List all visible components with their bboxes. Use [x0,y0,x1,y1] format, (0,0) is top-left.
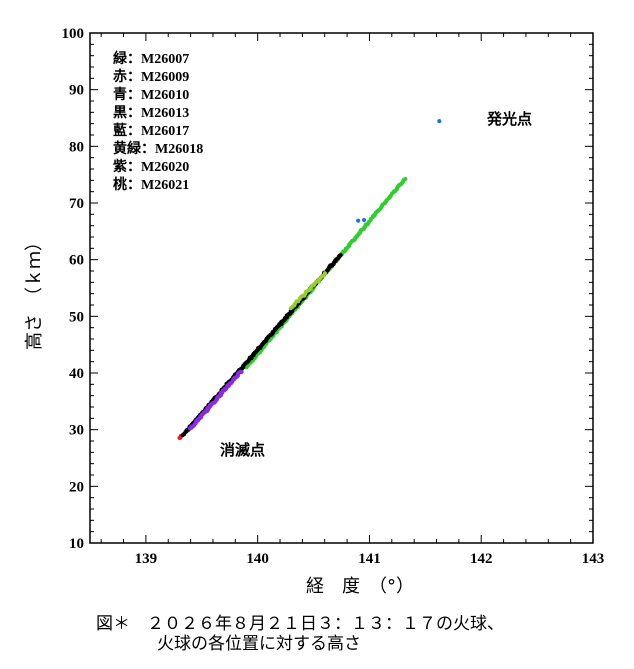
annotation-luminous-point: 発光点 [486,110,532,128]
x-tick-label: 142 [470,551,493,567]
y-tick-label: 10 [69,536,84,552]
data-point [356,218,361,223]
data-point [437,119,442,124]
y-tick-label: 30 [69,423,84,439]
caption-line-1: 図＊ ２０２６年８月２１日３：１３：１７の火球、 [96,614,504,634]
y-axis-title: 高さ （ｋｍ） [24,233,45,350]
y-tick-label: 50 [69,309,84,325]
y-tick-label: 90 [69,83,84,99]
axis-ticks [90,32,594,544]
plot-area-frame [89,32,594,544]
y-tick-label: 70 [69,196,84,212]
legend: 緑：M26007 赤：M26009 青：M26010 黒：M26013 藍：M2… [113,50,203,193]
legend-entry: 黄緑：M26018 [113,140,203,157]
x-axis-title: 経 度 （°） [306,576,414,597]
x-tick-label: 139 [135,551,158,567]
data-point [322,271,328,276]
annotation-extinction-point: 消滅点 [220,441,265,459]
legend-entry: 青：M26010 [113,86,189,103]
data-point [403,176,408,182]
y-tick-label: 60 [69,253,84,269]
x-tick-label: 143 [582,551,605,567]
tick-labels: 10 20 30 40 50 60 70 80 90 100 139 140 141 142 143 [62,26,605,567]
data-point [239,369,244,374]
legend-entry: 桃：M26021 [113,176,189,193]
legend-entry: 藍：M26017 [113,122,189,139]
x-tick-label: 141 [358,551,381,567]
legend-entry: 緑：M26007 [113,50,189,67]
legend-entry: 黒：M26013 [113,105,189,121]
y-tick-label: 20 [69,479,84,495]
figure-caption: 図＊ ２０２６年８月２１日３：１３：１７の火球、 火球の各位置に対する高さ [0,614,634,654]
data-point [338,252,343,258]
caption-line-2: 火球の各位置に対する高さ [157,634,361,654]
x-tick-label: 140 [246,551,269,567]
y-tick-label: 40 [69,366,84,382]
legend-entry: 紫：M26020 [113,158,189,175]
data-points [177,119,442,441]
legend-entry: 赤：M26009 [113,69,189,85]
y-tick-label: 80 [69,139,84,155]
y-tick-label: 100 [62,26,85,42]
data-point [361,217,367,223]
